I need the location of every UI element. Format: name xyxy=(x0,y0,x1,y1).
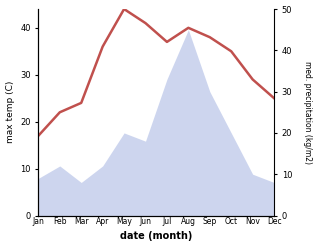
Y-axis label: med. precipitation (kg/m2): med. precipitation (kg/m2) xyxy=(303,61,313,164)
X-axis label: date (month): date (month) xyxy=(120,231,192,242)
Y-axis label: max temp (C): max temp (C) xyxy=(5,81,15,144)
